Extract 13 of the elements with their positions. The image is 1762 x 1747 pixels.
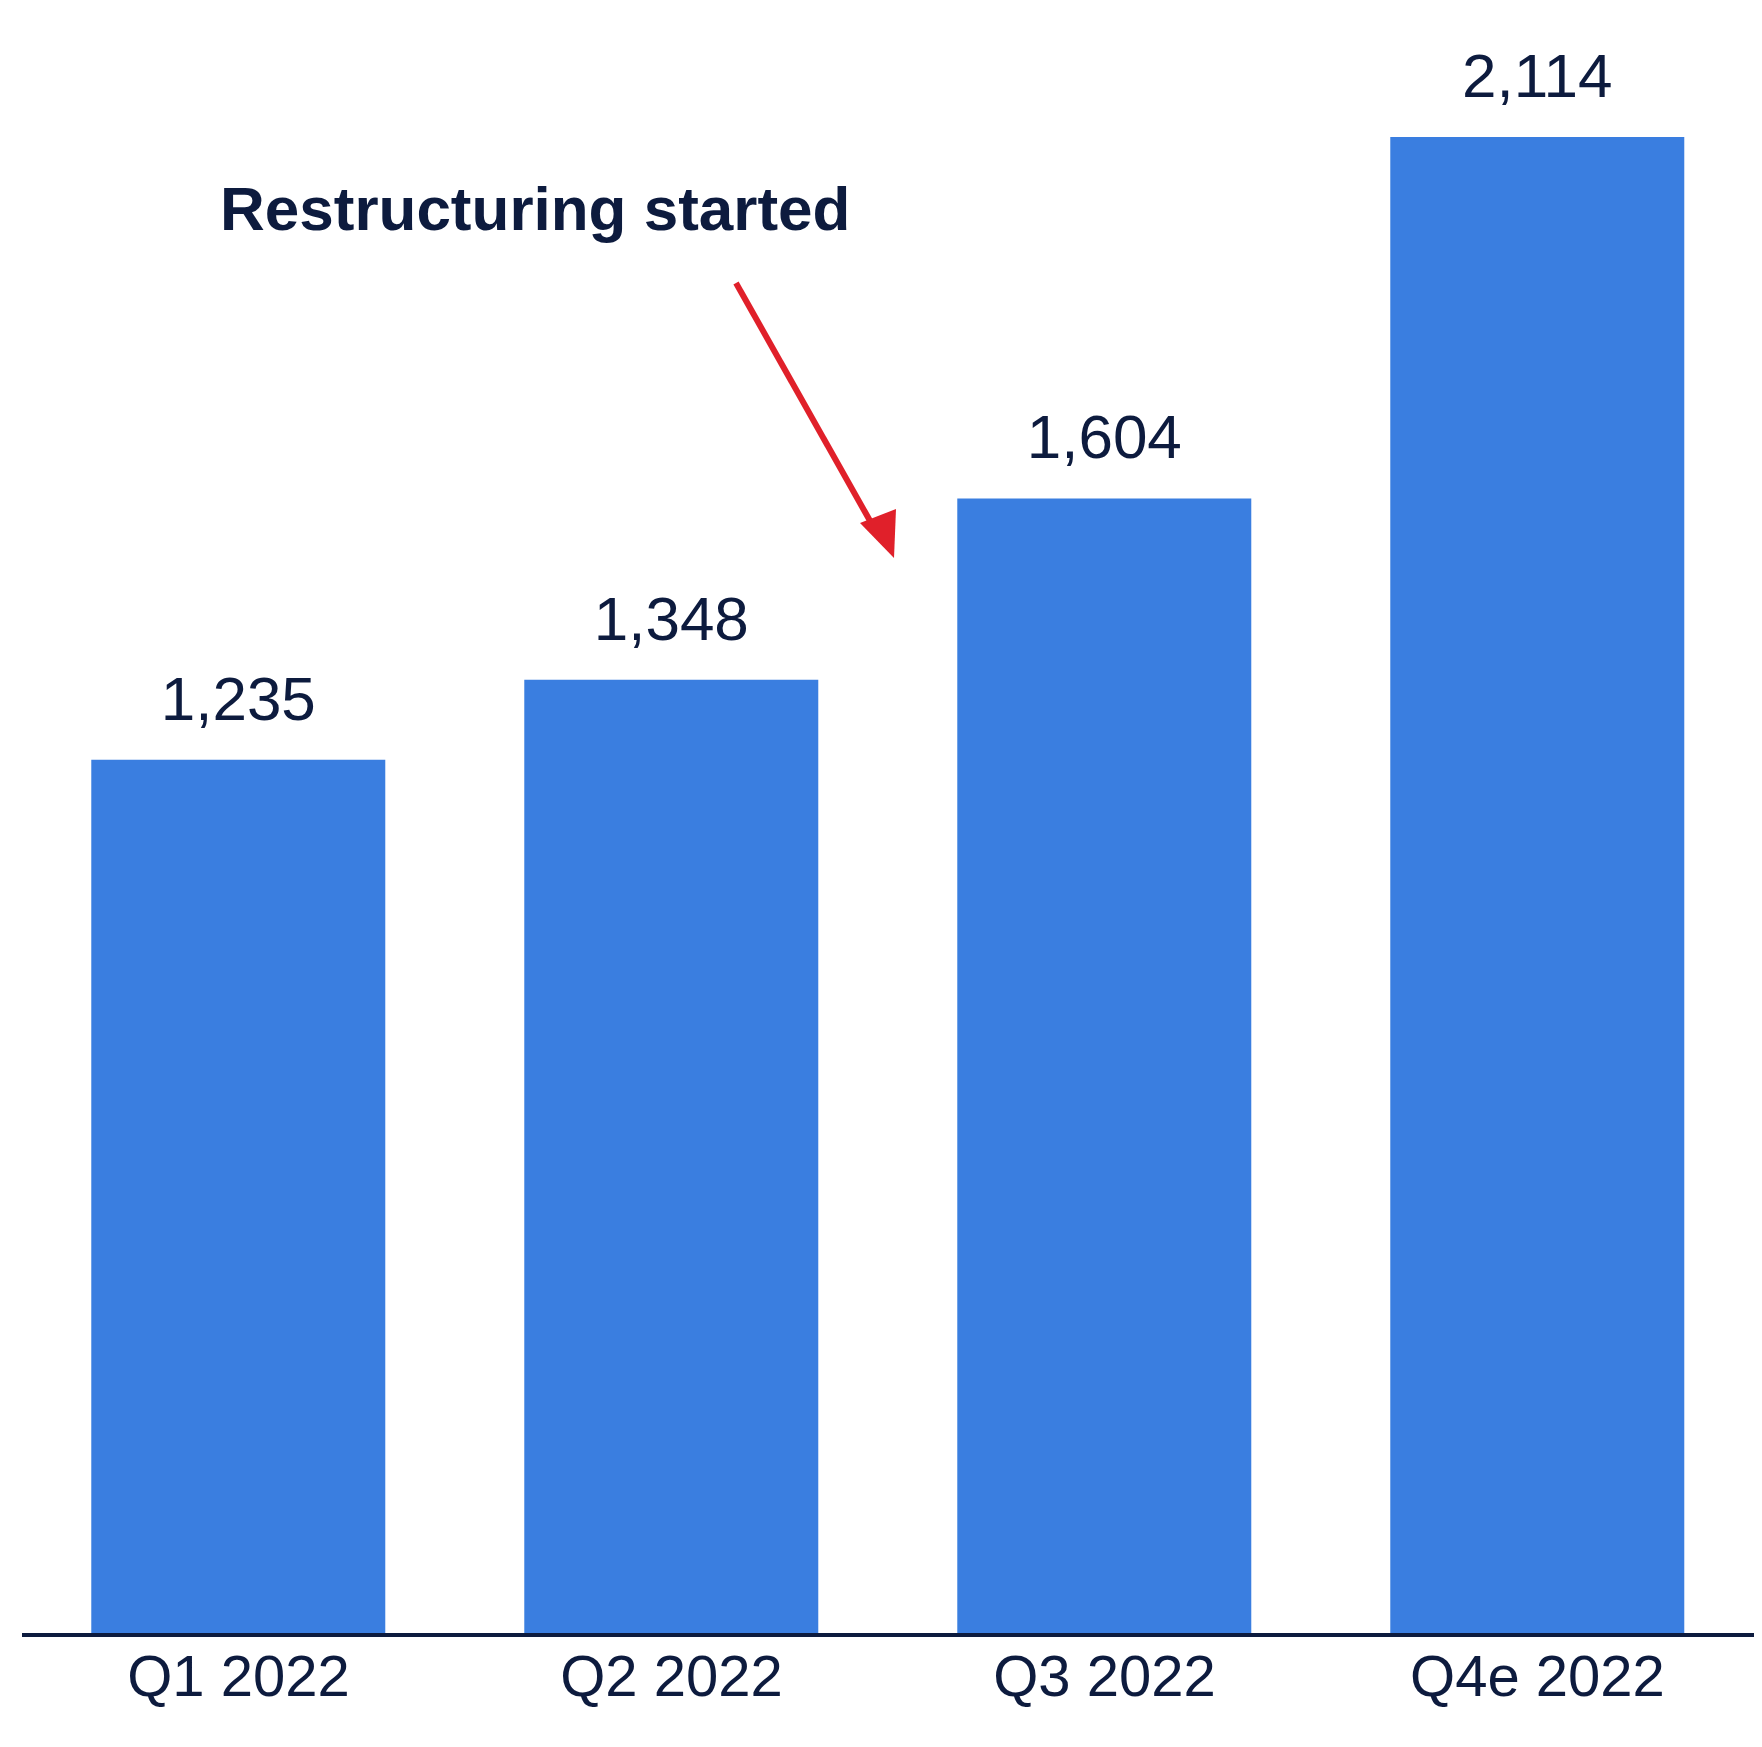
x-tick-label: Q4e 2022 bbox=[1410, 1643, 1665, 1709]
bar bbox=[524, 679, 819, 1635]
x-tick-label: Q2 2022 bbox=[560, 1643, 783, 1709]
x-tick-label: Q3 2022 bbox=[993, 1643, 1216, 1709]
annotation: Restructuring started bbox=[220, 173, 851, 244]
bar bbox=[1390, 137, 1685, 1635]
data-label: 1,604 bbox=[1026, 402, 1182, 472]
data-label: 2,114 bbox=[1462, 41, 1613, 110]
bar bbox=[91, 759, 386, 1635]
data-label: 1,348 bbox=[593, 583, 749, 653]
bar bbox=[957, 498, 1252, 1635]
data-label: 1,235 bbox=[160, 663, 316, 733]
x-tick-label: Q1 2022 bbox=[127, 1643, 350, 1709]
